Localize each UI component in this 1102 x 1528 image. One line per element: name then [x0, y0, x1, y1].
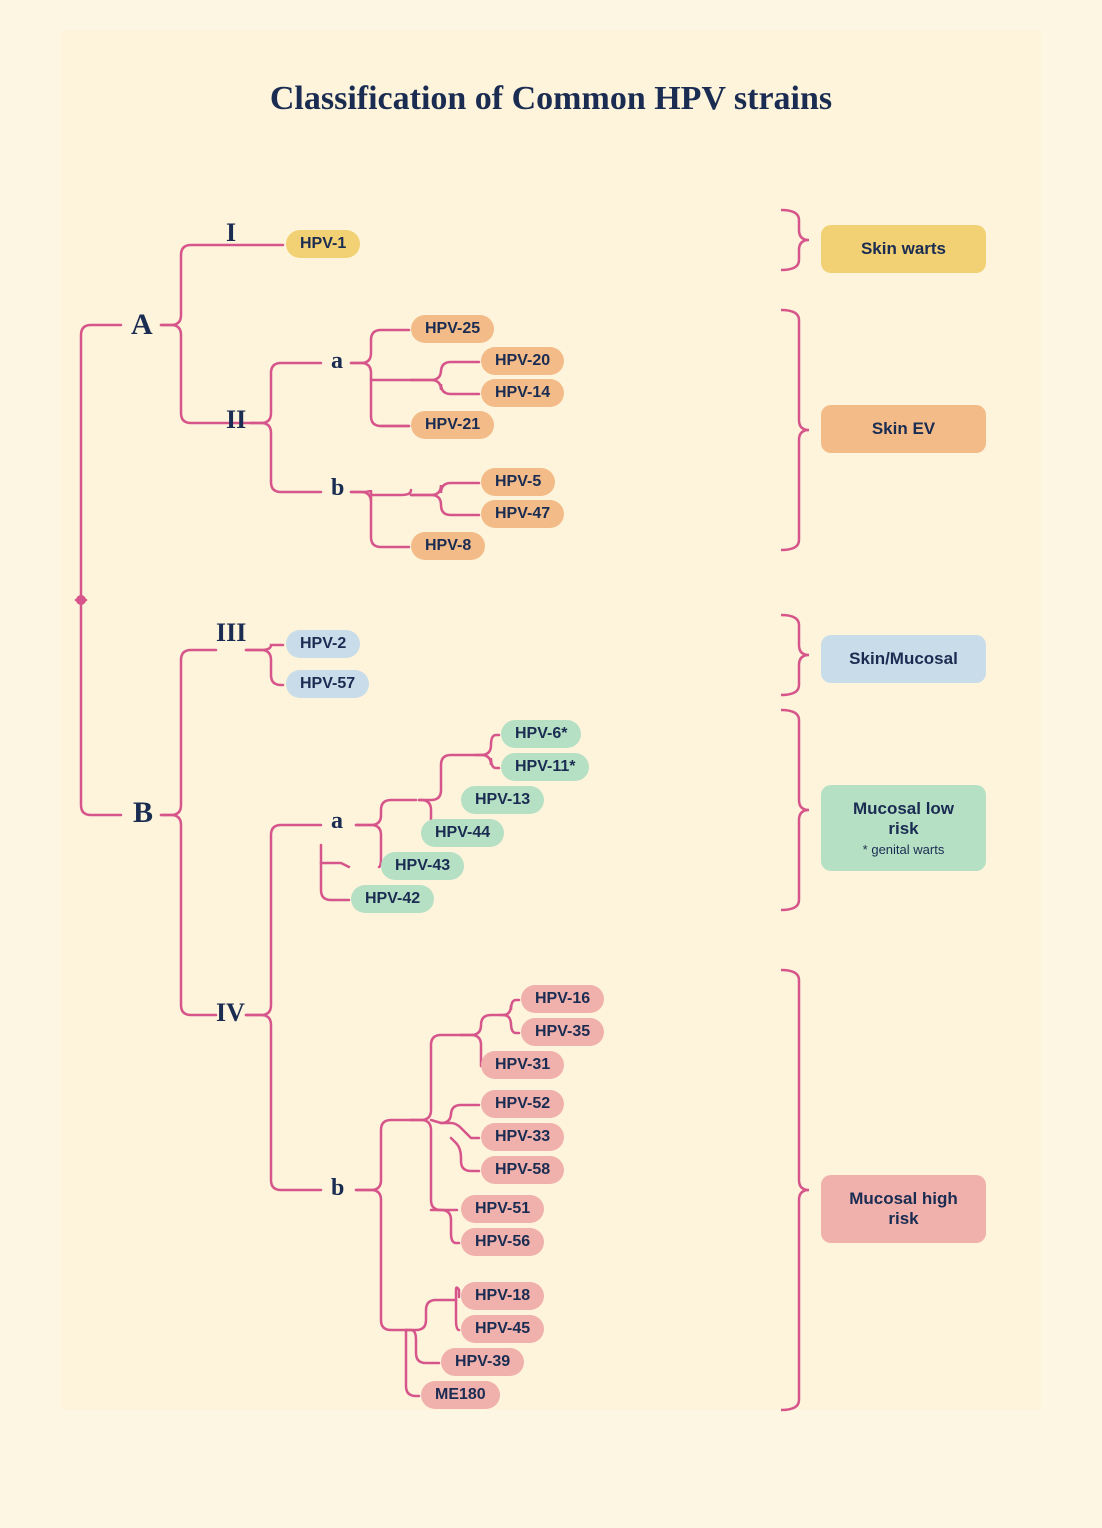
strain-hpv-57: HPV-57 — [286, 670, 369, 698]
category-skin-ev: Skin EV — [821, 405, 986, 453]
category-brace — [781, 310, 809, 550]
strain-hpv-1: HPV-1 — [286, 230, 360, 258]
tree-edge — [411, 495, 479, 515]
tree-edge — [501, 1000, 519, 1015]
node-label-II: II — [226, 405, 246, 435]
tree-edge — [161, 650, 216, 815]
tree-edge — [406, 1330, 439, 1363]
strain-hpv-56: HPV-56 — [461, 1228, 544, 1256]
strain-hpv-13: HPV-13 — [461, 786, 544, 814]
tree-edge — [411, 483, 479, 495]
node-label-A: A — [131, 308, 153, 342]
tree-edge — [81, 600, 121, 815]
node-label-I: I — [226, 218, 236, 248]
tree-edge — [356, 825, 381, 867]
strain-hpv-47: HPV-47 — [481, 500, 564, 528]
strain-hpv-44: HPV-44 — [421, 819, 504, 847]
tree-edge — [356, 1190, 406, 1330]
tree-edge — [411, 380, 479, 394]
category-brace — [781, 970, 809, 1410]
node-label-IV: IV — [216, 998, 245, 1028]
tree-edge — [81, 325, 121, 600]
tree-edge — [461, 1015, 501, 1035]
tree-edge — [501, 1015, 519, 1033]
tree-edge — [251, 423, 321, 492]
category-brace — [781, 615, 809, 695]
tree-edge — [456, 1288, 459, 1301]
strain-hpv-43: HPV-43 — [381, 852, 464, 880]
tree-edge — [476, 735, 499, 755]
tree-edge — [431, 1210, 459, 1243]
tree-edge — [431, 1105, 479, 1123]
tree-edge — [246, 825, 321, 1015]
strain-hpv-20: HPV-20 — [481, 347, 564, 375]
tree-edge — [356, 800, 416, 825]
category-mucosal-high-risk: Mucosal high risk — [821, 1175, 986, 1243]
category-brace — [781, 710, 809, 910]
node-label-B: B — [133, 796, 153, 830]
strain-hpv-14: HPV-14 — [481, 379, 564, 407]
strain-me180: ME180 — [421, 1381, 500, 1409]
tree-edge — [246, 650, 283, 685]
strain-hpv-2: HPV-2 — [286, 630, 360, 658]
strain-hpv-5: HPV-5 — [481, 468, 555, 496]
tree-edge — [321, 863, 349, 900]
tree-edge — [161, 245, 283, 325]
strain-hpv-45: HPV-45 — [461, 1315, 544, 1343]
tree-edge — [246, 1015, 321, 1190]
strain-hpv-16: HPV-16 — [521, 985, 604, 1013]
strain-hpv-35: HPV-35 — [521, 1018, 604, 1046]
tree-edge — [461, 1035, 481, 1066]
tree-edge — [351, 492, 409, 547]
strain-hpv-21: HPV-21 — [411, 411, 494, 439]
strain-hpv-25: HPV-25 — [411, 315, 494, 343]
diagram-container: Classification of Common HPV strains ABI… — [61, 30, 1041, 1410]
strain-hpv-39: HPV-39 — [441, 1348, 524, 1376]
strain-hpv-42: HPV-42 — [351, 885, 434, 913]
strain-hpv-6: HPV-6* — [501, 720, 581, 748]
tree-edge — [356, 1120, 411, 1190]
tree-edge — [411, 1120, 457, 1210]
tree-edge — [451, 1138, 479, 1171]
strain-hpv-8: HPV-8 — [411, 532, 485, 560]
strain-hpv-11: HPV-11* — [501, 753, 589, 781]
node-label-b: b — [331, 475, 344, 502]
node-label-III: III — [216, 618, 246, 648]
tree-edge — [321, 863, 349, 867]
tree-edge — [476, 755, 499, 768]
tree-edge — [351, 363, 409, 426]
node-label-a: a — [331, 348, 343, 375]
tree-edge — [351, 330, 409, 363]
node-label-a: a — [331, 808, 343, 835]
strain-hpv-52: HPV-52 — [481, 1090, 564, 1118]
tree-edge — [406, 1300, 456, 1330]
strain-hpv-18: HPV-18 — [461, 1282, 544, 1310]
strain-hpv-33: HPV-33 — [481, 1123, 564, 1151]
strain-hpv-58: HPV-58 — [481, 1156, 564, 1184]
strain-hpv-31: HPV-31 — [481, 1051, 564, 1079]
tree-edge — [161, 815, 216, 1015]
tree-edge — [441, 1123, 479, 1138]
strain-hpv-51: HPV-51 — [461, 1195, 544, 1223]
tree-edge — [251, 363, 321, 423]
category-skin-mucosal: Skin/Mucosal — [821, 635, 986, 683]
tree-edge — [411, 362, 479, 380]
category-mucosal-low-risk: Mucosal low risk* genital warts — [821, 785, 986, 871]
tree-edge — [371, 490, 411, 495]
category-skin-warts: Skin warts — [821, 225, 986, 273]
node-label-b: b — [331, 1175, 344, 1202]
tree-edge — [456, 1300, 459, 1330]
category-brace — [781, 210, 809, 270]
